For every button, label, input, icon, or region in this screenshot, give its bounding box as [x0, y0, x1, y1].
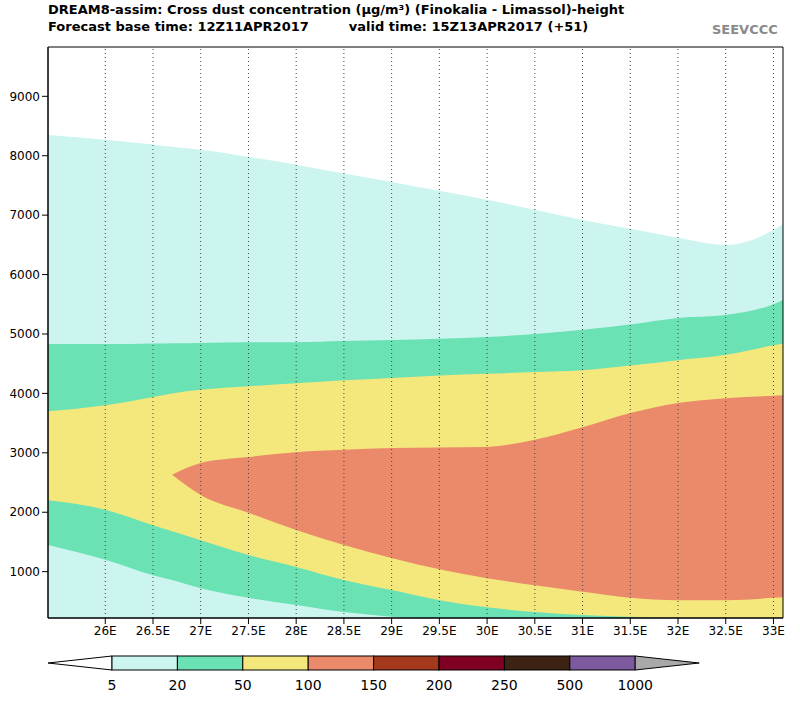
svg-text:30.5E: 30.5E — [518, 624, 552, 638]
svg-text:9000: 9000 — [9, 90, 40, 104]
svg-text:5: 5 — [108, 677, 117, 693]
html-text:valid time: 15Z13APR2017 (+51): valid time: 15Z13APR2017 (+51) — [348, 19, 589, 34]
svg-text:6000: 6000 — [9, 268, 40, 282]
svg-text:27.5E: 27.5E — [231, 624, 265, 638]
svg-text:150: 150 — [360, 677, 387, 693]
svg-text:26.5E: 26.5E — [136, 624, 170, 638]
svg-text:30E: 30E — [476, 624, 499, 638]
svg-text:32E: 32E — [667, 624, 690, 638]
html-text:DREAM8-assim: Cross dust conce: DREAM8-assim: Cross dust concentration (… — [48, 2, 625, 17]
svg-text:5000: 5000 — [9, 327, 40, 341]
svg-text:1000: 1000 — [617, 677, 653, 693]
svg-text:31.5E: 31.5E — [613, 624, 647, 638]
svg-text:7000: 7000 — [9, 208, 40, 222]
svg-text:200: 200 — [426, 677, 453, 693]
html-text:SEEVCCC: SEEVCCC — [712, 22, 778, 37]
svg-text:33E: 33E — [762, 624, 785, 638]
svg-text:26E: 26E — [94, 624, 117, 638]
svg-text:32.5E: 32.5E — [709, 624, 743, 638]
svg-text:100: 100 — [295, 677, 322, 693]
svg-text:28.5E: 28.5E — [327, 624, 361, 638]
svg-text:29.5E: 29.5E — [422, 624, 456, 638]
svg-text:20: 20 — [168, 677, 186, 693]
svg-text:50: 50 — [234, 677, 252, 693]
html-text:Forecast base time: 12Z11APR20: Forecast base time: 12Z11APR2017 — [48, 19, 309, 34]
svg-text:27E: 27E — [189, 624, 212, 638]
svg-text:1000: 1000 — [9, 565, 40, 579]
svg-text:28E: 28E — [285, 624, 308, 638]
svg-text:250: 250 — [491, 677, 518, 693]
svg-text:29E: 29E — [380, 624, 403, 638]
svg-text:4000: 4000 — [9, 387, 40, 401]
svg-text:2000: 2000 — [9, 505, 40, 519]
svg-text:3000: 3000 — [9, 446, 40, 460]
svg-text:8000: 8000 — [9, 149, 40, 163]
svg-text:500: 500 — [556, 677, 583, 693]
svg-text:31E: 31E — [571, 624, 594, 638]
